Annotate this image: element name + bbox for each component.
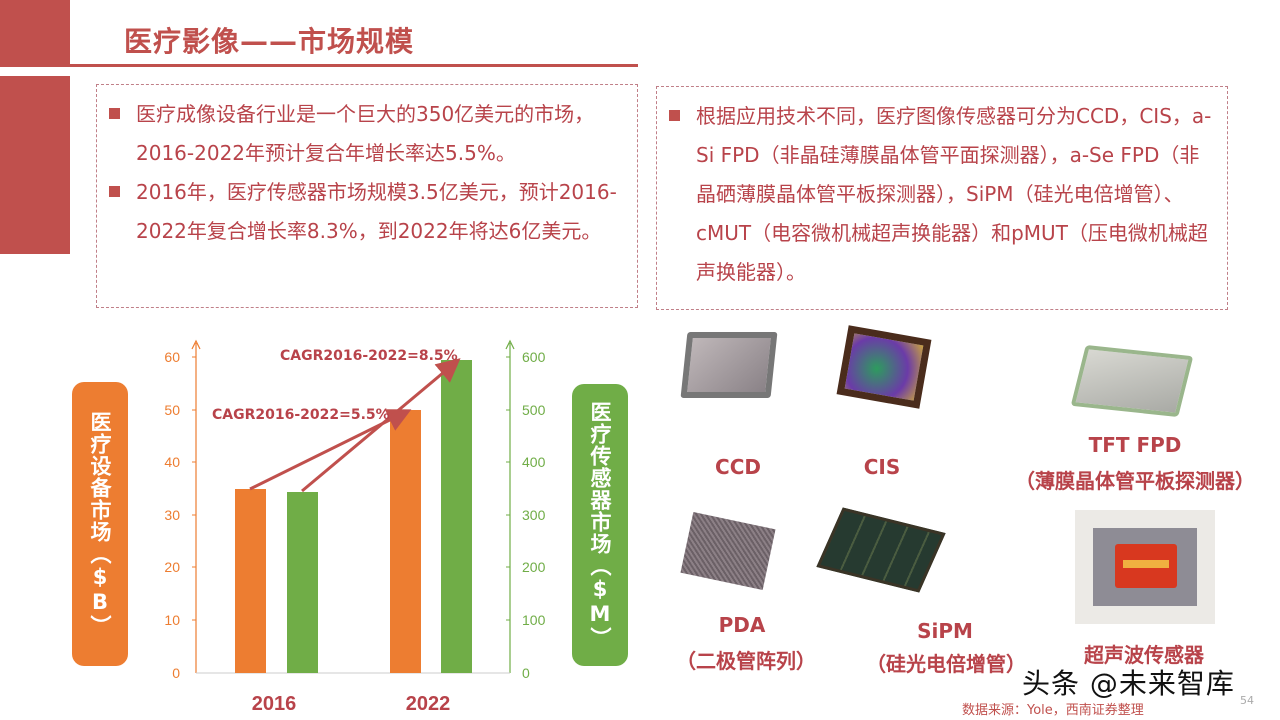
sensor-types-textbox: 根据应用技术不同，医疗图像传感器可分为CCD，CIS，a-Si FPD（非晶硅薄… bbox=[656, 86, 1228, 310]
label-sipm-subtitle: （硅光电倍增管） bbox=[866, 652, 1026, 676]
page-title: 医疗影像——市场规模 bbox=[124, 25, 415, 58]
cagr-annotation-sensor: CAGR2016-2022=8.5% bbox=[280, 348, 458, 364]
ultrasonic-sensor-image bbox=[1075, 510, 1215, 624]
tft-fpd-image bbox=[1070, 344, 1194, 418]
svg-text:100: 100 bbox=[522, 612, 546, 628]
svg-text:200: 200 bbox=[522, 559, 546, 575]
bullet-item: 2016年，医疗传感器市场规模3.5亿美元，预计2016-2022年复合增长率8… bbox=[109, 173, 625, 251]
sipm-chip-image bbox=[816, 507, 946, 593]
page-number: 54 bbox=[1240, 694, 1254, 707]
bullet-text: 2016年，医疗传感器市场规模3.5亿美元，预计2016-2022年复合增长率8… bbox=[136, 180, 617, 243]
red-accent-side bbox=[0, 76, 70, 254]
bullet-item: 医疗成像设备行业是一个巨大的350亿美元的市场，2016-2022年预计复合年增… bbox=[109, 95, 625, 173]
bullet-square-icon bbox=[109, 108, 120, 119]
svg-text:0: 0 bbox=[172, 665, 180, 681]
bar-2016-equipment bbox=[235, 489, 266, 673]
market-bar-chart: 60 50 40 30 20 10 0 600 500 400 300 200 … bbox=[164, 339, 546, 715]
label-pda-subtitle: （二极管阵列） bbox=[676, 649, 816, 673]
svg-text:40: 40 bbox=[164, 454, 180, 470]
bullet-square-icon bbox=[109, 186, 120, 197]
bar-2022-sensor bbox=[441, 360, 472, 673]
label-ccd: CCD bbox=[715, 455, 761, 479]
svg-text:30: 30 bbox=[164, 507, 180, 523]
svg-text:20: 20 bbox=[164, 559, 180, 575]
red-accent-top bbox=[0, 0, 70, 67]
label-ultrasonic: 超声波传感器 bbox=[1084, 643, 1204, 667]
svg-text:300: 300 bbox=[522, 507, 546, 523]
cagr-annotation-equipment: CAGR2016-2022=5.5% bbox=[212, 407, 390, 423]
svg-text:0: 0 bbox=[522, 665, 530, 681]
svg-text:10: 10 bbox=[164, 612, 180, 628]
svg-text:60: 60 bbox=[164, 349, 180, 365]
cis-chip-image bbox=[836, 325, 932, 409]
bullet-square-icon bbox=[669, 110, 680, 121]
label-pda: PDA bbox=[718, 613, 766, 637]
label-cis: CIS bbox=[863, 455, 901, 479]
label-tft-fpd: TFT FPD bbox=[1088, 433, 1182, 457]
svg-text:600: 600 bbox=[522, 349, 546, 365]
watermark: 头条 @未来智库 bbox=[1022, 667, 1235, 700]
left-axis-label: 医疗设备市场（$B） bbox=[72, 382, 128, 666]
bar-2016-sensor bbox=[287, 492, 318, 673]
bar-2022-equipment bbox=[390, 410, 421, 673]
title-divider bbox=[70, 64, 638, 67]
svg-text:500: 500 bbox=[522, 402, 546, 418]
svg-text:400: 400 bbox=[522, 454, 546, 470]
bullet-text: 根据应用技术不同，医疗图像传感器可分为CCD，CIS，a-Si FPD（非晶硅薄… bbox=[696, 104, 1212, 284]
pda-chip-image bbox=[680, 511, 776, 591]
label-sipm: SiPM bbox=[917, 619, 973, 643]
svg-text:2016: 2016 bbox=[252, 693, 297, 715]
ccd-chip-image bbox=[680, 332, 778, 398]
bullet-item: 根据应用技术不同，医疗图像传感器可分为CCD，CIS，a-Si FPD（非晶硅薄… bbox=[669, 97, 1215, 292]
data-source: 数据来源：Yole，西南证券整理 bbox=[962, 703, 1144, 718]
bullet-text: 医疗成像设备行业是一个巨大的350亿美元的市场，2016-2022年预计复合年增… bbox=[136, 102, 595, 165]
right-axis-label: 医疗传感器市场（$M） bbox=[572, 384, 628, 666]
svg-text:50: 50 bbox=[164, 402, 180, 418]
market-size-textbox: 医疗成像设备行业是一个巨大的350亿美元的市场，2016-2022年预计复合年增… bbox=[96, 84, 638, 308]
svg-text:2022: 2022 bbox=[406, 693, 451, 715]
label-tft-fpd-subtitle: （薄膜晶体管平板探测器） bbox=[1015, 469, 1255, 493]
